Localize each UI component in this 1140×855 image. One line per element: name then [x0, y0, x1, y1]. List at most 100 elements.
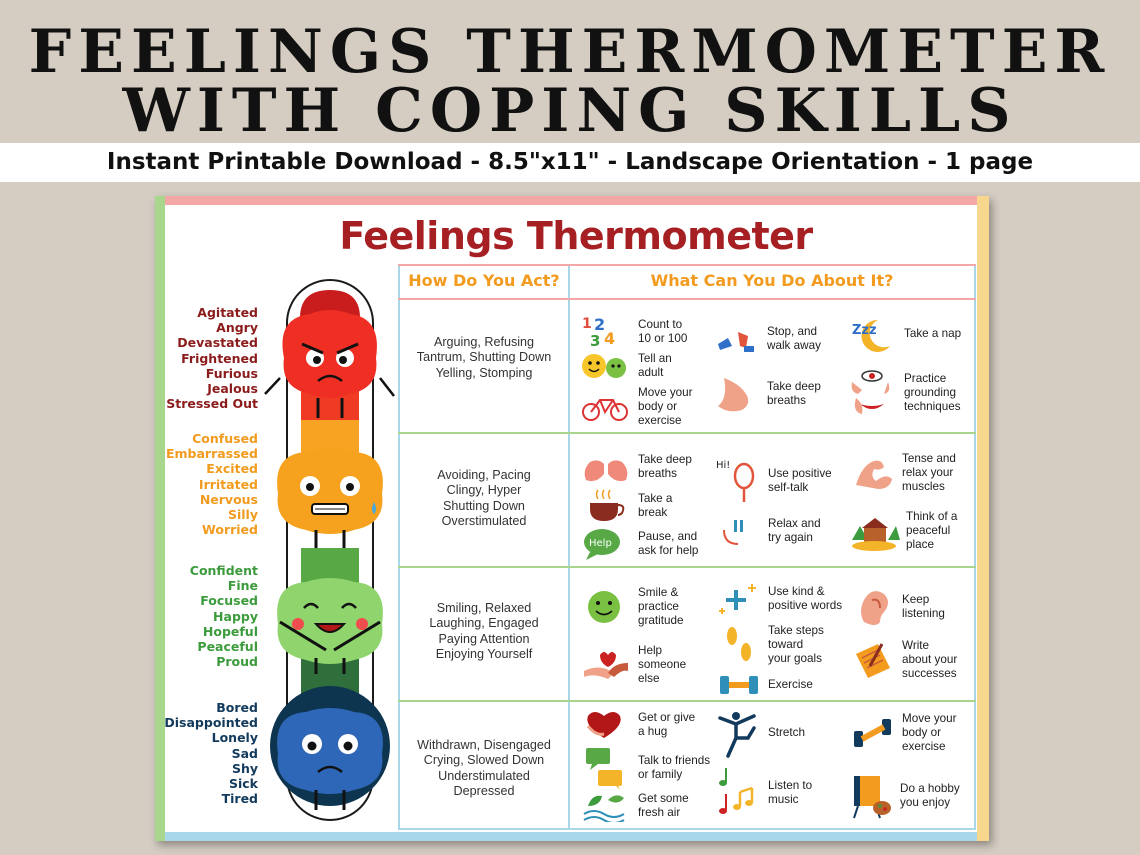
coping-line: Relax and	[768, 517, 821, 530]
emoji-faces-icon	[580, 351, 632, 381]
coping-line: Practice	[904, 372, 947, 385]
coping-line: Move your	[902, 712, 957, 725]
feeling-item: Disappointed	[164, 715, 258, 731]
coping-item: Exercise	[716, 672, 813, 698]
coping-item: Talk to friends or family	[580, 746, 710, 790]
coping-label: Use kind & positive words	[768, 585, 842, 613]
coping-line: a hug	[638, 725, 668, 738]
feeling-item: Proud	[216, 654, 258, 670]
feeling-item: Confused	[192, 431, 258, 446]
act-line: Yelling, Stomping	[435, 365, 533, 380]
sheet-title: Feelings Thermometer	[339, 214, 813, 258]
coping-line: positive words	[768, 599, 843, 612]
coping-line: else	[638, 672, 660, 685]
act-line: Crying, Slowed Down	[423, 753, 545, 768]
feeling-item: Irritated	[198, 476, 258, 492]
border-bottom	[165, 832, 977, 841]
coping-item: Relax and try again	[716, 516, 821, 546]
feeling-item: Sick	[228, 776, 258, 792]
coping-item: Write about your successes	[852, 639, 957, 681]
coping-line: Take steps	[768, 624, 824, 637]
feeling-item: Tired	[221, 791, 258, 807]
coping-item: Smile & practice gratitude	[580, 586, 683, 628]
music-notes-icon	[716, 766, 762, 820]
coping-line: practice	[638, 600, 679, 613]
coping-line: exercise	[902, 740, 946, 753]
stretch-figure-icon	[716, 708, 762, 758]
coping-line: exercise	[638, 414, 682, 427]
act-line: Avoiding, Pacing	[437, 468, 531, 482]
muscle-arm-icon	[852, 455, 896, 491]
coping-line: Keep	[902, 593, 930, 606]
coping-line: Move your	[638, 386, 693, 399]
feeling-item: Frightened	[181, 350, 258, 366]
ear-icon	[852, 586, 896, 628]
help-bubble-icon: Help	[580, 526, 632, 562]
act-line: Arguing, Refusing	[433, 335, 535, 349]
coping-line: Exercise	[768, 678, 813, 691]
coping-item: Take steps toward your goals	[716, 624, 824, 666]
coping-line: ask for help	[638, 544, 699, 557]
coping-item: Hi! Use positive self-talk	[716, 456, 832, 506]
bicycle-icon	[580, 392, 632, 422]
feelings-list-orange: Confused Embarrassed Excited Irritated N…	[160, 431, 258, 537]
coping-line: someone	[638, 658, 687, 671]
svg-text:Hi!: Hi!	[716, 460, 730, 471]
feelings-list-green: Confident Fine Focused Happy Hopeful Pea…	[160, 563, 258, 669]
coping-line: Get or give	[638, 711, 696, 724]
svg-text:Zzz: Zzz	[852, 323, 877, 338]
coping-line: Count to	[638, 318, 683, 331]
coping-label: Use positive self-talk	[768, 467, 832, 495]
thermometer-illustration	[264, 279, 395, 821]
easel-icon	[848, 772, 894, 820]
feeling-item: Focused	[200, 593, 258, 609]
leaves-icon	[580, 790, 632, 822]
act-line: Enjoying Yourself	[435, 646, 533, 661]
border-left	[155, 196, 165, 841]
coping-label: Take steps toward your goals	[768, 624, 824, 666]
svg-text:3: 3	[590, 332, 600, 350]
coping-item: Tell an adult	[580, 351, 672, 381]
act-line: Clingy, Hyper	[446, 483, 522, 498]
feelings-list-blue: Bored Disappointed Lonely Sad Shy Sick T…	[160, 700, 258, 806]
act-cell-blue: Withdrawn, Disengaged Crying, Slowed Dow…	[400, 738, 568, 799]
coping-line: successes	[902, 667, 957, 680]
dumbbell-icon	[716, 672, 762, 698]
coping-line: Write	[902, 639, 930, 652]
coping-line: Use kind &	[768, 585, 825, 598]
coping-item: Help someone else	[580, 644, 686, 686]
act-cell-orange: Avoiding, Pacing Clingy, Hyper Shutting …	[400, 468, 568, 529]
svg-text:Help: Help	[589, 538, 612, 549]
act-line: Paying Attention	[438, 631, 530, 646]
coping-label: Listen to music	[768, 779, 812, 807]
feeling-item: Happy	[213, 608, 258, 624]
sad-brain-icon	[277, 708, 383, 810]
coping-line: self-talk	[768, 481, 809, 494]
coping-item: Get or give a hug	[580, 710, 695, 740]
footprints-icon	[714, 324, 760, 354]
coping-line: Do a hobby	[900, 782, 960, 795]
coping-line: Tell an	[638, 352, 672, 365]
coping-line: 10 or 100	[638, 332, 688, 345]
coping-label: Practice grounding techniques	[904, 372, 961, 414]
border-right	[977, 196, 989, 841]
coping-line: Get some	[638, 792, 689, 805]
coping-line: Pause, and	[638, 530, 698, 543]
coping-label: Move your body or exercise	[638, 386, 693, 428]
coping-line: Use positive	[768, 467, 832, 480]
table-border-left	[398, 264, 400, 830]
lungs-icon	[580, 450, 632, 484]
coping-label: Take deep breaths	[767, 380, 821, 408]
coping-item: Take a break	[580, 489, 672, 523]
act-line: Depressed	[453, 783, 515, 798]
coping-item: Keep listening	[852, 586, 945, 628]
feeling-item: Devastated	[177, 335, 258, 351]
coping-label: Help someone else	[638, 644, 686, 686]
coping-line: try again	[768, 531, 813, 544]
heart-hug-icon	[580, 710, 632, 740]
rule-3	[398, 700, 976, 702]
coping-line: Take a nap	[904, 327, 962, 340]
rule-2	[398, 566, 976, 568]
coping-line: gratitude	[638, 614, 684, 627]
